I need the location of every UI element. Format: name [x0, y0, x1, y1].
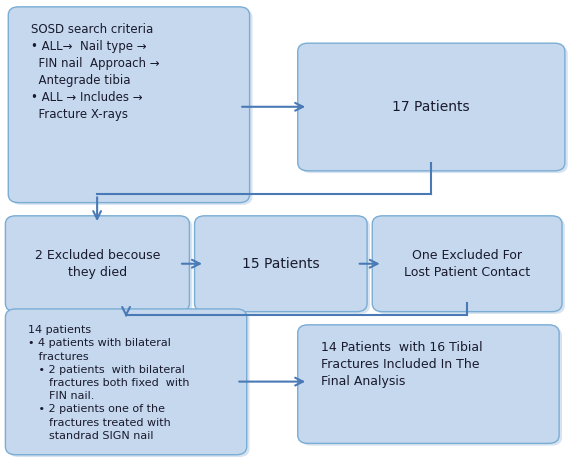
FancyBboxPatch shape — [298, 325, 559, 443]
FancyBboxPatch shape — [301, 45, 568, 173]
Text: 14 Patients  with 16 Tibial
Fractures Included In The
Final Analysis: 14 Patients with 16 Tibial Fractures Inc… — [321, 341, 482, 388]
FancyBboxPatch shape — [195, 216, 367, 312]
FancyBboxPatch shape — [11, 9, 252, 205]
FancyBboxPatch shape — [8, 218, 192, 314]
FancyBboxPatch shape — [8, 7, 249, 203]
FancyBboxPatch shape — [372, 216, 562, 312]
FancyBboxPatch shape — [298, 43, 565, 171]
Text: 2 Excluded becouse
they died: 2 Excluded becouse they died — [35, 249, 160, 279]
Text: 15 Patients: 15 Patients — [242, 257, 320, 271]
Text: One Excluded For
Lost Patient Contact: One Excluded For Lost Patient Contact — [404, 249, 530, 279]
FancyBboxPatch shape — [8, 311, 249, 457]
FancyBboxPatch shape — [5, 216, 190, 312]
Text: 17 Patients: 17 Patients — [392, 100, 470, 114]
FancyBboxPatch shape — [375, 218, 565, 314]
FancyBboxPatch shape — [198, 218, 370, 314]
Text: SOSD search criteria
• ALL→  Nail type →
  FIN nail  Approach →
  Antegrade tibi: SOSD search criteria • ALL→ Nail type → … — [31, 23, 160, 121]
FancyBboxPatch shape — [5, 309, 247, 455]
Text: 14 patients
• 4 patients with bilateral
   fractures
   • 2 patients  with bilat: 14 patients • 4 patients with bilateral … — [28, 325, 190, 441]
FancyBboxPatch shape — [301, 327, 562, 446]
